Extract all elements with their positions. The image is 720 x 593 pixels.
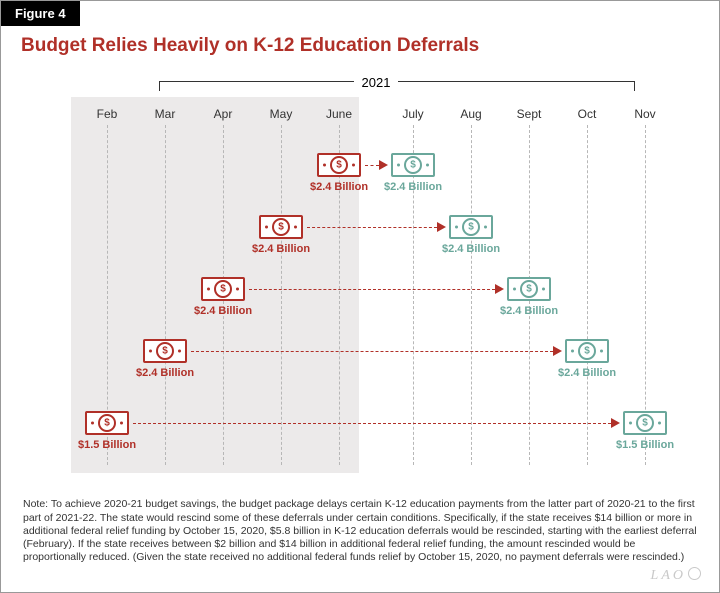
deferral-amount: $2.4 Billion [384, 181, 442, 193]
month-label: May [270, 107, 293, 121]
deferral-amount: $2.4 Billion [500, 305, 558, 317]
arrowhead-icon [379, 160, 388, 170]
deferral-arrow-line [249, 289, 495, 290]
year-bracket-end [159, 81, 160, 91]
deferral-amount: $2.4 Billion [310, 181, 368, 193]
month-gridline [281, 125, 282, 465]
figure-note: Note: To achieve 2020-21 budget savings,… [23, 498, 697, 564]
lao-watermark: LAO [651, 567, 701, 584]
deferral-amount: $2.4 Billion [442, 243, 500, 255]
month-label: June [326, 107, 352, 121]
dollar-bill-icon: $ [85, 411, 129, 435]
arrowhead-icon [495, 284, 504, 294]
year-bracket-line [159, 81, 354, 91]
dollar-bill-icon: $ [391, 153, 435, 177]
figure-title: Budget Relies Heavily on K-12 Education … [21, 35, 479, 57]
deferral-amount: $1.5 Billion [78, 439, 136, 451]
year-bracket-line [398, 81, 634, 91]
dollar-bill-icon: $ [565, 339, 609, 363]
dollar-bill-icon: $ [143, 339, 187, 363]
arrowhead-icon [553, 346, 562, 356]
dollar-bill-icon: $ [259, 215, 303, 239]
deferral-arrow-line [365, 165, 379, 166]
month-label: Nov [634, 107, 655, 121]
month-label: Feb [97, 107, 118, 121]
month-gridline [165, 125, 166, 465]
deferral-arrow-line [307, 227, 437, 228]
arrowhead-icon [611, 418, 620, 428]
deferral-arrow-line [133, 423, 611, 424]
year-bracket-end [634, 81, 635, 91]
arrowhead-icon [437, 222, 446, 232]
month-gridline [471, 125, 472, 465]
month-label: Apr [214, 107, 233, 121]
year-label: 2021 [362, 75, 391, 90]
month-label: Mar [155, 107, 176, 121]
deferral-amount: $2.4 Billion [558, 367, 616, 379]
dollar-bill-icon: $ [317, 153, 361, 177]
month-gridline [587, 125, 588, 465]
month-label: Sept [517, 107, 542, 121]
deferral-amount: $2.4 Billion [136, 367, 194, 379]
deferral-amount: $1.5 Billion [616, 439, 674, 451]
month-label: Aug [460, 107, 481, 121]
deferral-chart: 2021 Feb Mar Apr May June July Aug Sept Oct Nov $ $2… [29, 73, 693, 473]
dollar-bill-icon: $ [507, 277, 551, 301]
month-label: July [402, 107, 423, 121]
dollar-bill-icon: $ [623, 411, 667, 435]
deferral-amount: $2.4 Billion [194, 305, 252, 317]
figure-label: Figure 4 [1, 1, 80, 26]
figure-container: Figure 4 Budget Relies Heavily on K-12 E… [0, 0, 720, 593]
dollar-bill-icon: $ [449, 215, 493, 239]
deferral-arrow-line [191, 351, 553, 352]
dollar-bill-icon: $ [201, 277, 245, 301]
month-label: Oct [578, 107, 597, 121]
deferral-amount: $2.4 Billion [252, 243, 310, 255]
